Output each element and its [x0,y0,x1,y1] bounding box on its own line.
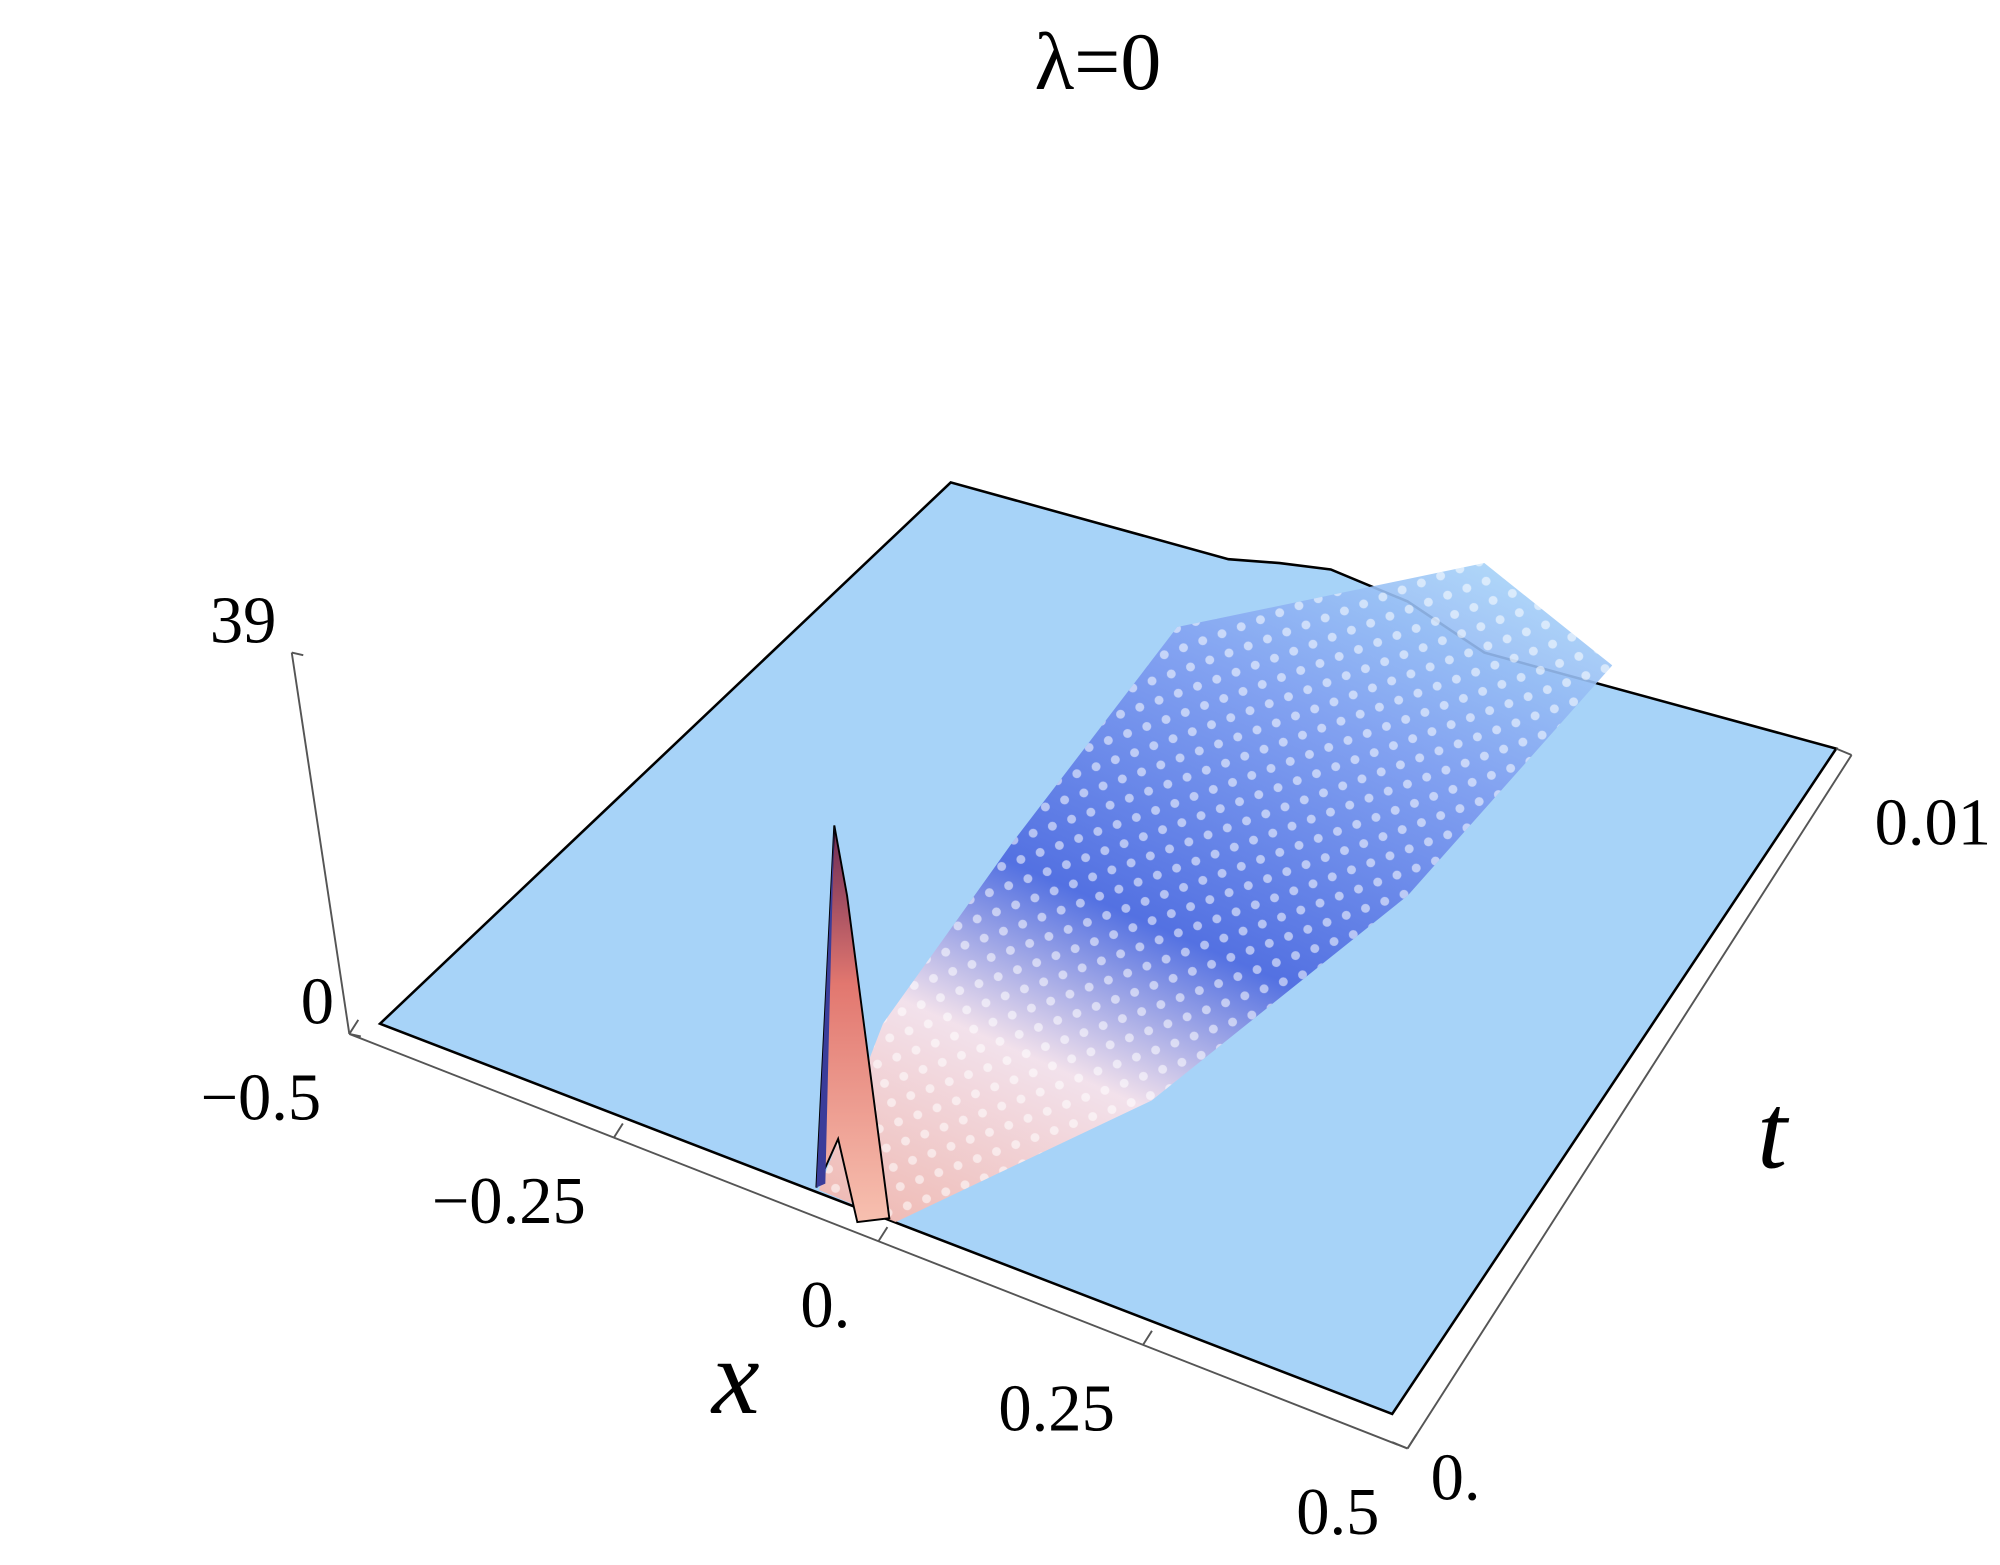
t-axis-label: t [1757,1072,1790,1191]
x-tick-label: 0.25 [998,1373,1114,1446]
t-tick [1391,1441,1408,1450]
chart-title: λ=0 [1034,16,1161,107]
surface [377,481,1839,1416]
t-tick-label: 0.01 [1875,786,1991,859]
surface-peak-shadow [816,825,835,1188]
z-tick-label: 0 [301,966,334,1039]
x-tick [348,1019,360,1035]
t-tick-label: 0. [1431,1442,1481,1515]
x-tick [1142,1330,1153,1346]
t-axis [1406,754,1853,1450]
x-tick [1406,1433,1418,1450]
z-tick [349,1033,362,1038]
x-tick [877,1226,889,1242]
x-tick-label: −0.5 [201,1062,322,1135]
z-tick-label: 39 [210,584,277,657]
x-tick-label: −0.25 [432,1165,586,1238]
x-tick-label: 0. [800,1269,850,1342]
z-tick [291,651,304,657]
t-tick [1835,747,1852,756]
x-tick-label: 0.5 [1296,1476,1379,1549]
x-tick [613,1122,624,1139]
z-axis [290,652,351,1035]
x-axis-label: x [710,1318,760,1437]
